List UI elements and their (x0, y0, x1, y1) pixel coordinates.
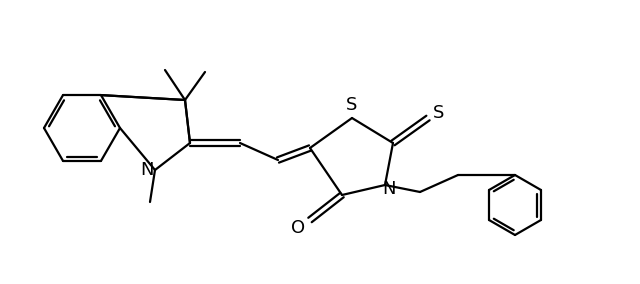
Text: S: S (346, 96, 358, 114)
Text: O: O (291, 219, 305, 237)
Text: N: N (382, 180, 396, 198)
Text: N: N (140, 161, 154, 179)
Text: S: S (433, 104, 445, 122)
